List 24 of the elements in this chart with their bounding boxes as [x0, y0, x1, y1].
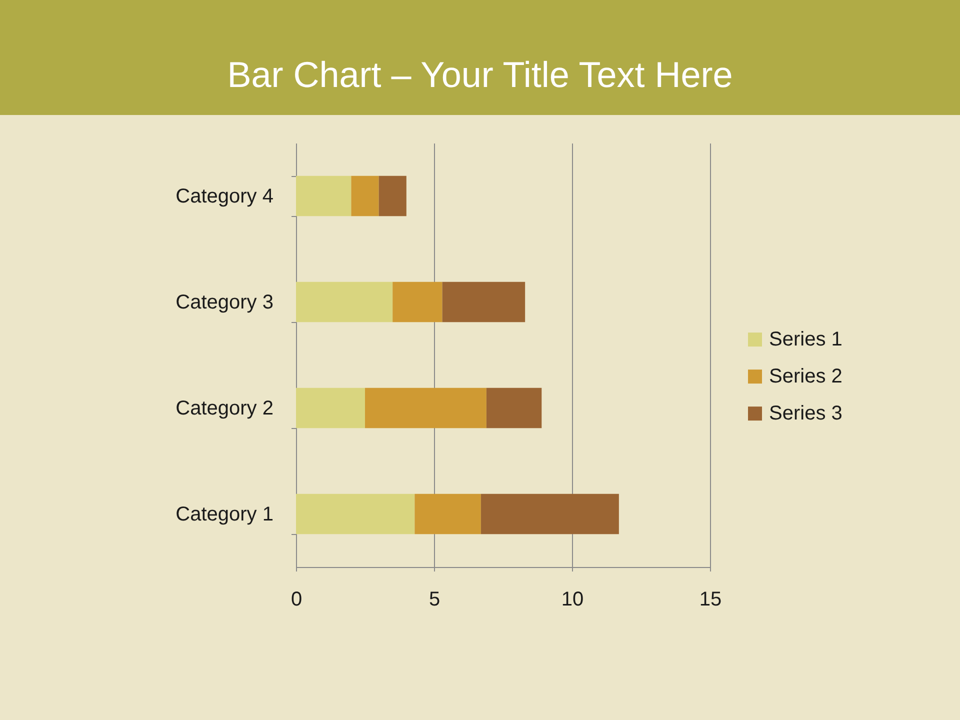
x-tick-label: 10 — [561, 588, 584, 610]
bar — [392, 282, 442, 322]
bar — [442, 282, 526, 322]
bar — [378, 176, 406, 216]
bar — [365, 388, 486, 428]
legend-label: Series 2 — [769, 366, 842, 388]
y-tick-label: Category 2 — [176, 398, 274, 420]
x-tick-label: 0 — [290, 588, 302, 610]
legend-label: Series 3 — [769, 402, 842, 425]
bar — [486, 388, 542, 428]
legend-label: Series 1 — [769, 328, 842, 351]
bar — [296, 282, 393, 322]
y-tick-label: Category 1 — [176, 504, 274, 526]
bar — [296, 494, 415, 534]
chart-title: Bar Chart – Your Title Text Here — [227, 54, 733, 95]
y-tick-label: Category 4 — [176, 186, 274, 208]
bar — [296, 176, 352, 216]
bar — [351, 176, 379, 216]
bar — [414, 494, 481, 534]
x-tick-label: 5 — [428, 588, 440, 610]
bar — [296, 388, 365, 428]
x-tick-label: 15 — [699, 588, 722, 610]
y-tick-label: Category 3 — [176, 292, 274, 314]
bar — [480, 494, 619, 534]
